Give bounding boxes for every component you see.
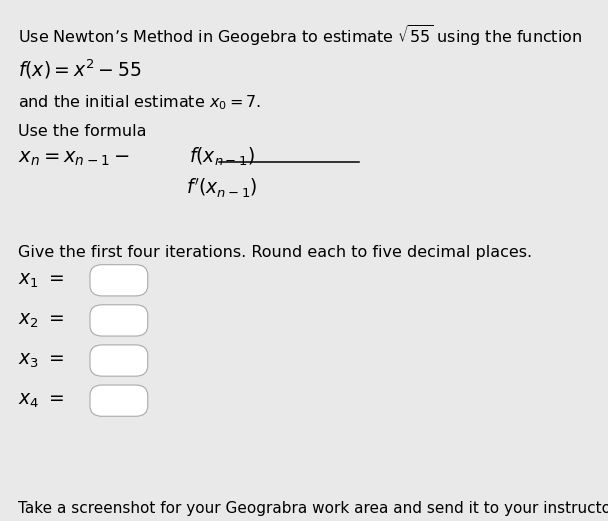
FancyBboxPatch shape [90, 345, 148, 376]
Text: Use the formula: Use the formula [18, 124, 147, 139]
Text: $x_4$ $=$: $x_4$ $=$ [18, 391, 64, 410]
Text: $f(x_{n-1})$: $f(x_{n-1})$ [189, 146, 255, 168]
Text: $x_3$ $=$: $x_3$ $=$ [18, 351, 64, 370]
Text: Use Newton’s Method in Geogebra to estimate $\sqrt{55}$ using the function: Use Newton’s Method in Geogebra to estim… [18, 23, 582, 48]
Text: $x_n = x_{n-1} -$: $x_n = x_{n-1} -$ [18, 150, 130, 168]
Text: $f(x) = x^2 - 55$: $f(x) = x^2 - 55$ [18, 57, 142, 81]
Text: $x_1$ $=$: $x_1$ $=$ [18, 271, 64, 290]
FancyBboxPatch shape [90, 385, 148, 416]
Text: $x_2$ $=$: $x_2$ $=$ [18, 311, 64, 330]
Text: and the initial estimate $x_0 = 7$.: and the initial estimate $x_0 = 7$. [18, 94, 261, 113]
FancyBboxPatch shape [90, 305, 148, 336]
Text: Take a screenshot for your Geograbra work area and send it to your instructor.: Take a screenshot for your Geograbra wor… [18, 501, 608, 516]
Text: Give the first four iterations. Round each to five decimal places.: Give the first four iterations. Round ea… [18, 245, 533, 260]
FancyBboxPatch shape [90, 265, 148, 296]
Text: $f'(x_{n-1})$: $f'(x_{n-1})$ [186, 177, 258, 201]
